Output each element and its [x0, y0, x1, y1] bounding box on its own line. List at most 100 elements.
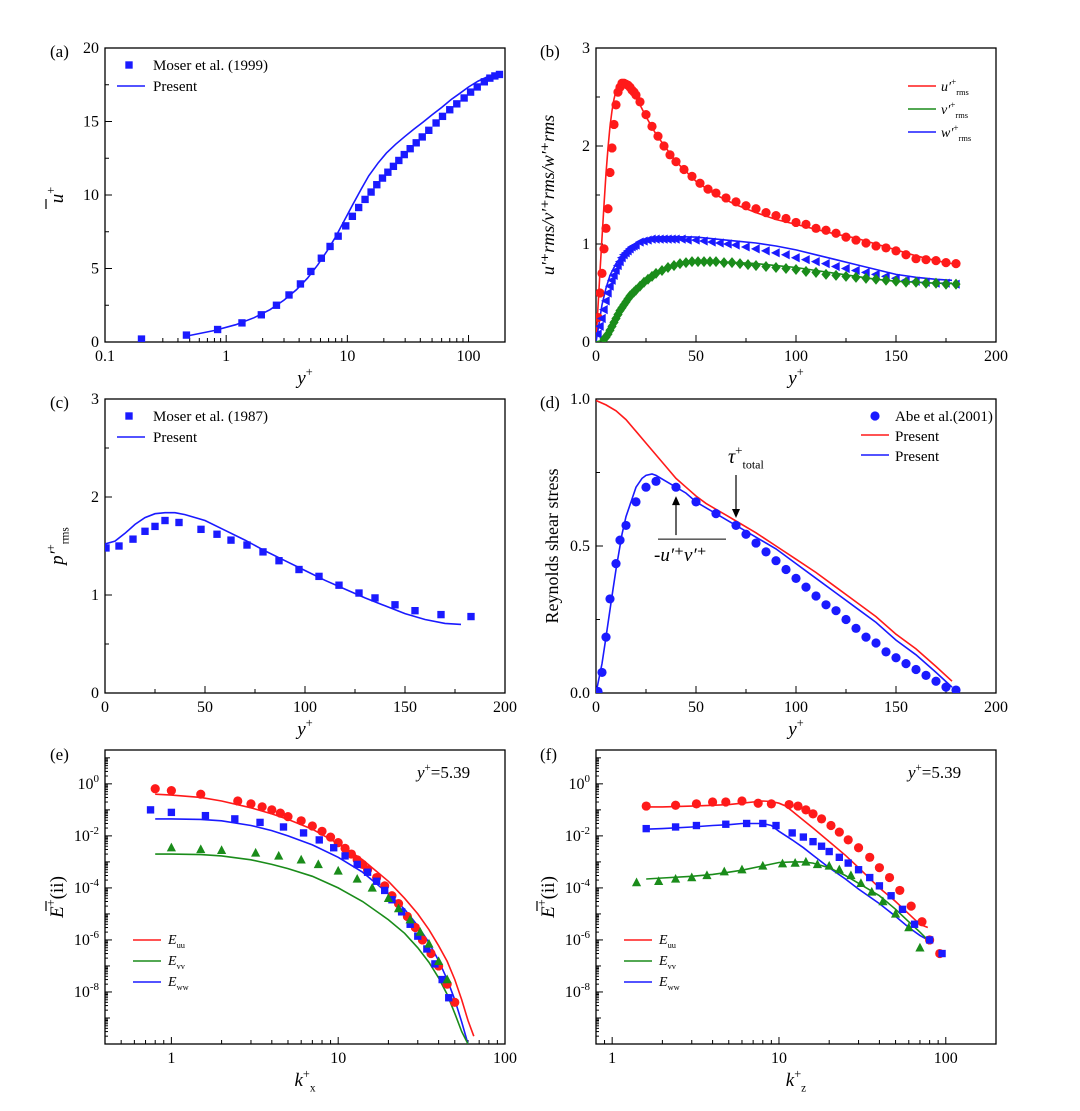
- data-point: [604, 281, 614, 291]
- data-point: [931, 256, 941, 266]
- data-point: [901, 659, 911, 669]
- data-point: [166, 786, 176, 796]
- data-point: [861, 238, 871, 248]
- data-point: [761, 547, 771, 557]
- data-point: [596, 288, 605, 298]
- data-point: [425, 126, 433, 134]
- y-tick-label: 20: [83, 40, 99, 57]
- data-point: [665, 150, 675, 160]
- data-point: [811, 266, 821, 278]
- data-point: [307, 267, 315, 276]
- panel-label: (c): [50, 393, 69, 412]
- data-point: [878, 896, 888, 906]
- data-point: [687, 171, 697, 181]
- data-point: [911, 664, 921, 675]
- legend-label: v′+rms: [941, 100, 968, 120]
- data-point: [414, 932, 422, 940]
- plot-area: [146, 784, 475, 1044]
- data-point: [105, 544, 110, 552]
- y-axis-title: Reynolds shear stress: [542, 469, 562, 624]
- data-point: [137, 335, 146, 342]
- data-point: [373, 181, 381, 189]
- data-point: [599, 244, 609, 254]
- data-point: [722, 820, 730, 828]
- data-point: [372, 877, 381, 885]
- y-tick-label: 100: [569, 773, 591, 793]
- data-point: [867, 886, 877, 896]
- arrow-head: [672, 496, 680, 506]
- data-point: [256, 818, 264, 827]
- data-point: [216, 845, 227, 854]
- x-tick-label: 0: [101, 699, 109, 716]
- data-point: [325, 832, 336, 842]
- data-point: [699, 256, 709, 268]
- data-point: [750, 244, 760, 254]
- data-point: [850, 265, 860, 276]
- data-point: [445, 994, 453, 1002]
- data-point: [740, 242, 750, 252]
- data-point: [771, 556, 781, 566]
- data-point: [741, 201, 751, 211]
- chart-e: (e) 1 10 100 100 10-2 10-4 10-6 10-8 k+x E+(ii) Euu…: [44, 745, 517, 1094]
- data-point: [352, 873, 362, 883]
- data-point: [941, 278, 951, 290]
- y-axis-title-text: Reynolds shear stress: [542, 469, 562, 624]
- x-axis-title: k+x: [294, 1067, 315, 1094]
- data-point: [793, 801, 803, 811]
- data-point: [596, 321, 604, 331]
- data-point: [603, 204, 613, 214]
- data-point: [326, 242, 334, 251]
- y-tick-label: 10-2: [565, 825, 590, 845]
- data-point: [911, 254, 921, 264]
- data-point: [706, 237, 716, 247]
- series-points: [599, 256, 961, 342]
- legend: Moser et al. (1987) Present: [117, 409, 268, 446]
- data-point: [424, 938, 434, 948]
- data-point: [141, 527, 149, 535]
- x-tick-label: 100: [493, 1050, 517, 1067]
- data-point: [801, 582, 811, 592]
- x-tick-label: 10: [771, 1050, 787, 1067]
- data-point: [227, 536, 235, 544]
- data-point: [788, 829, 796, 837]
- data-point: [692, 821, 701, 830]
- data-point: [681, 257, 691, 269]
- y-tick-label: 5: [91, 261, 99, 278]
- x-tick-label: 100: [293, 699, 317, 716]
- data-point: [243, 541, 251, 549]
- y-axis-title-text: E+(ii): [44, 876, 68, 919]
- data-point: [781, 213, 791, 224]
- data-point: [381, 886, 389, 895]
- data-point: [781, 564, 791, 575]
- y-axis-title-text: E+(ii): [535, 876, 559, 919]
- data-point: [346, 849, 356, 859]
- data-point: [246, 799, 256, 809]
- data-point: [631, 90, 641, 100]
- y-axis: 0 5 10 15 20: [83, 40, 112, 351]
- data-point: [890, 908, 901, 918]
- data-point: [600, 296, 610, 306]
- data-point: [296, 854, 306, 864]
- data-point: [275, 557, 283, 565]
- data-point: [687, 872, 697, 882]
- y-tick-label: 0: [91, 685, 99, 702]
- series-points: [146, 806, 453, 1002]
- series-line: [596, 260, 952, 342]
- data-point: [735, 258, 745, 270]
- data-point: [881, 274, 891, 286]
- series-points: [137, 70, 504, 342]
- data-point: [608, 270, 618, 280]
- data-point: [335, 581, 343, 589]
- data-point: [711, 509, 721, 519]
- data-point: [887, 892, 895, 900]
- data-point: [772, 821, 780, 830]
- x-tick-label: 100: [457, 348, 481, 365]
- data-point: [811, 223, 821, 233]
- legend-label: Abe et al.(2001): [895, 409, 993, 425]
- data-point: [851, 271, 861, 283]
- plot-area: [596, 78, 961, 342]
- y-tick-label: 10-8: [74, 981, 100, 1001]
- data-point: [758, 860, 768, 870]
- data-point: [951, 685, 961, 693]
